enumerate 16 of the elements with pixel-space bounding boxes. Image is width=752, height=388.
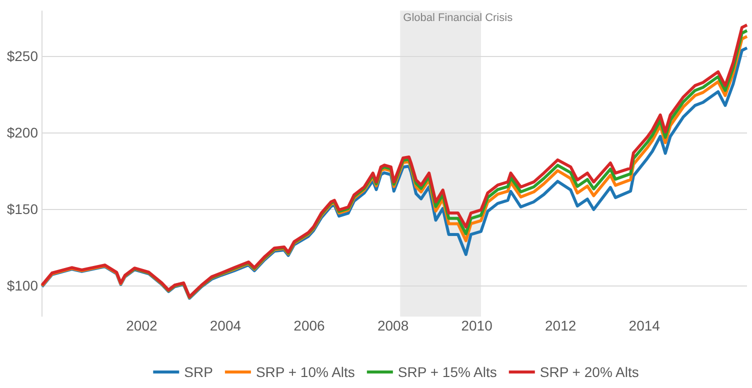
x-tick-label: 2010	[461, 318, 493, 334]
legend-label: SRP + 20% Alts	[540, 364, 639, 380]
x-tick-label: 2012	[545, 318, 576, 334]
legend-label: SRP + 10% Alts	[256, 364, 355, 380]
x-tick-label: 2004	[210, 318, 242, 334]
band-label: Global Financial Crisis	[403, 12, 514, 24]
legend-label: SRP + 15% Alts	[398, 364, 497, 380]
x-tick-label: 2006	[294, 318, 326, 334]
x-tick-label: 2008	[377, 318, 409, 334]
x-tick-label: 2014	[628, 318, 660, 334]
x-tick-label: 2002	[126, 318, 158, 334]
y-tick-label: $250	[6, 48, 38, 64]
y-tick-label: $150	[6, 200, 38, 217]
y-tick-label: $100	[6, 277, 38, 294]
legend-label: SRP	[184, 364, 213, 380]
y-tick-label: $200	[6, 124, 38, 140]
